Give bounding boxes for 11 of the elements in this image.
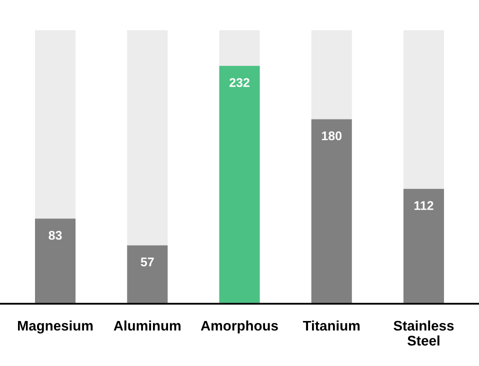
x-tick-label: Amorphous <box>200 320 278 334</box>
x-tick-label: Stainless Steel <box>394 320 454 346</box>
x-tick-label: Titanium <box>302 320 360 331</box>
bar <box>127 245 168 304</box>
x-tick-label: Magnesium <box>18 320 93 334</box>
data-label: 180 <box>322 131 342 140</box>
data-label: 83 <box>48 230 62 240</box>
x-tick-label: Aluminum <box>114 320 180 331</box>
data-label: 232 <box>230 78 250 87</box>
data-label: 112 <box>414 201 434 210</box>
data-label: 57 <box>140 258 154 266</box>
